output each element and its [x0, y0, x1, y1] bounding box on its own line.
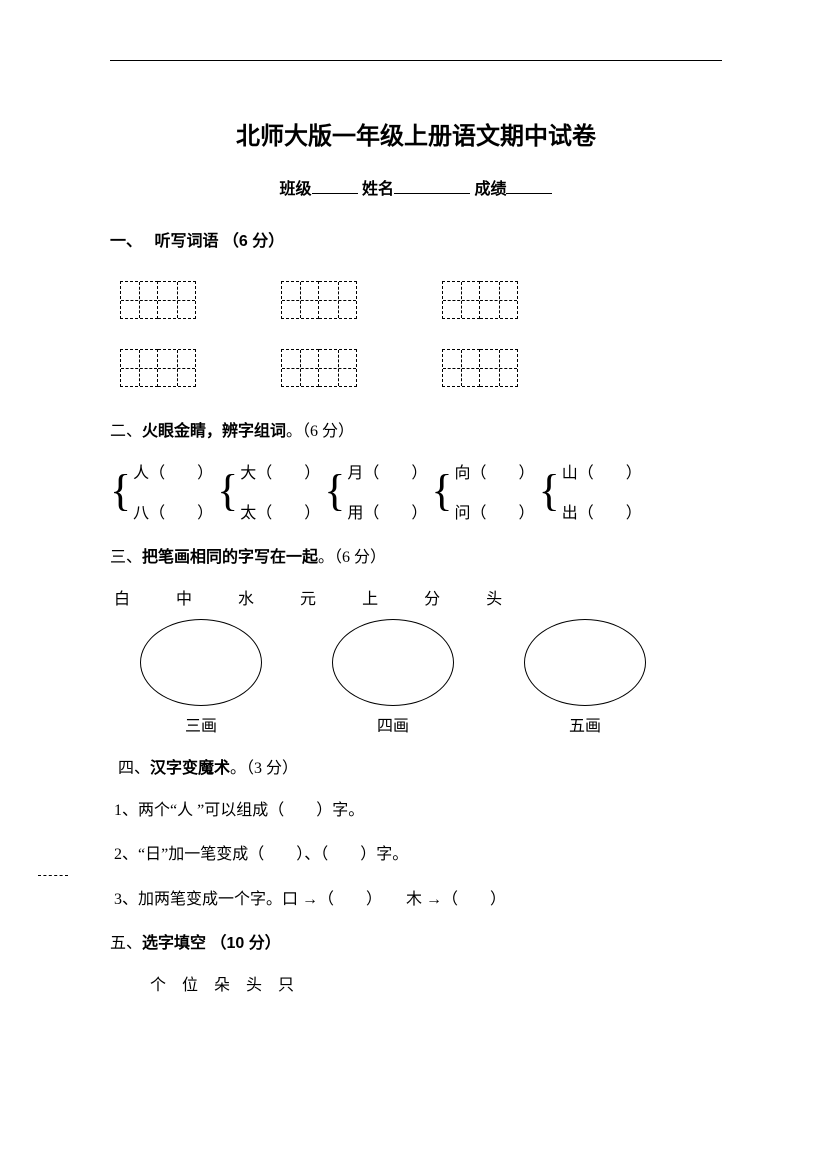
section-5-head: 五、选字填空 （10 分）	[110, 929, 722, 953]
section-num: 三、	[110, 549, 142, 566]
section-num: 二、	[110, 423, 142, 440]
tianzi-pair[interactable]	[120, 349, 196, 387]
brace-icon: {	[324, 469, 345, 513]
student-info-line: 班级 姓名 成绩	[110, 175, 722, 199]
tianzi-row-2	[120, 349, 722, 387]
list-char: 中	[176, 585, 192, 609]
section-title-rest: 。（3 分）	[230, 760, 298, 777]
pair-b: 太（ ）	[240, 499, 320, 523]
top-rule	[110, 60, 722, 61]
list-char: 上	[362, 585, 378, 609]
section-num: 五、	[110, 935, 142, 952]
q5-words: 个 位 朵 头 只	[150, 971, 722, 1001]
brace-icon: {	[539, 469, 560, 513]
q4-line-3: 3、加两笔变成一个字。口 →（ ） 木 →（ ）	[114, 885, 722, 915]
section-title-rest: 。（6 分）	[318, 549, 386, 566]
brace-icon: {	[217, 469, 238, 513]
section-2-head: 二、火眼金睛，辨字组词。（6 分）	[110, 417, 722, 441]
oval-block: 四画	[332, 619, 454, 736]
tianzi-pair[interactable]	[442, 281, 518, 319]
section-title-bold: 火眼金睛，辨字组词	[142, 423, 286, 440]
list-char: 元	[300, 585, 316, 609]
oval-block: 五画	[524, 619, 646, 736]
pair-a: 山（ ）	[562, 459, 642, 483]
class-label: 班级	[280, 181, 312, 198]
list-char: 水	[238, 585, 254, 609]
q4-line-2: 2、“日”加一笔变成（ ）、（ ）字。	[114, 840, 722, 870]
char-pair: { 山（ ） 出（ ）	[539, 459, 642, 523]
oval-icon[interactable]	[524, 619, 646, 706]
oval-block: 三画	[140, 619, 262, 736]
char-pair: { 人（ ） 八（ ）	[110, 459, 213, 523]
pair-a: 月（ ）	[347, 459, 427, 483]
list-char: 分	[424, 585, 440, 609]
section-title-bold: 选字填空 （10 分）	[142, 935, 281, 952]
oval-icon[interactable]	[332, 619, 454, 706]
section-title-rest: 。（6 分）	[286, 423, 354, 440]
pair-b: 问（ ）	[455, 499, 535, 523]
char-pair: { 大（ ） 太（ ）	[217, 459, 320, 523]
pair-a: 向（ ）	[455, 459, 535, 483]
pair-a: 人（ ）	[133, 459, 213, 483]
tianzi-row-1	[120, 281, 722, 319]
list-char: 头	[486, 585, 502, 609]
oval-label: 四画	[332, 712, 454, 736]
brace-icon: {	[110, 469, 131, 513]
score-blank[interactable]	[506, 179, 552, 194]
section-4-head: 四、汉字变魔术。（3 分）	[118, 754, 722, 778]
oval-icon[interactable]	[140, 619, 262, 706]
pair-a: 大（ ）	[240, 459, 320, 483]
tianzi-pair[interactable]	[442, 349, 518, 387]
tianzi-pair[interactable]	[120, 281, 196, 319]
brace-icon: {	[431, 469, 452, 513]
list-char: 白	[114, 585, 130, 609]
name-blank[interactable]	[394, 179, 470, 194]
oval-label: 三画	[140, 712, 262, 736]
char-pair: { 向（ ） 问（ ）	[431, 459, 534, 523]
section-num: 一、	[110, 233, 142, 250]
stroke-char-list: 白 中 水 元 上 分 头	[114, 585, 722, 609]
name-label: 姓名	[362, 181, 394, 198]
pair-b: 出（ ）	[562, 499, 642, 523]
doc-title: 北师大版一年级上册语文期中试卷	[110, 116, 722, 151]
pair-b: 八（ ）	[133, 499, 213, 523]
section-title-bold: 把笔画相同的字写在一起	[142, 549, 318, 566]
score-label: 成绩	[474, 181, 506, 198]
section-title-bold: 汉字变魔术	[150, 760, 230, 777]
oval-label: 五画	[524, 712, 646, 736]
section-1-head: 一、 听写词语 （6 分）	[110, 227, 722, 251]
exam-page: 北师大版一年级上册语文期中试卷 班级 姓名 成绩 一、 听写词语 （6 分） 二…	[0, 0, 822, 1165]
char-pairs-row: { 人（ ） 八（ ） { 大（ ） 太（ ） { 月（ ） 用（ ） { 向（ ） 问…	[110, 459, 722, 523]
margin-mark-icon	[38, 875, 68, 876]
q4-line-1: 1、两个“人 ”可以组成（ ）字。	[114, 796, 722, 826]
tianzi-pair[interactable]	[281, 349, 357, 387]
tianzi-pair[interactable]	[281, 281, 357, 319]
section-title: 听写词语 （6 分）	[154, 233, 284, 250]
section-num: 四、	[118, 760, 150, 777]
char-pair: { 月（ ） 用（ ）	[324, 459, 427, 523]
pair-b: 用（ ）	[347, 499, 427, 523]
ovals-row: 三画 四画 五画	[140, 619, 722, 736]
class-blank[interactable]	[312, 179, 358, 194]
section-3-head: 三、把笔画相同的字写在一起。（6 分）	[110, 543, 722, 567]
